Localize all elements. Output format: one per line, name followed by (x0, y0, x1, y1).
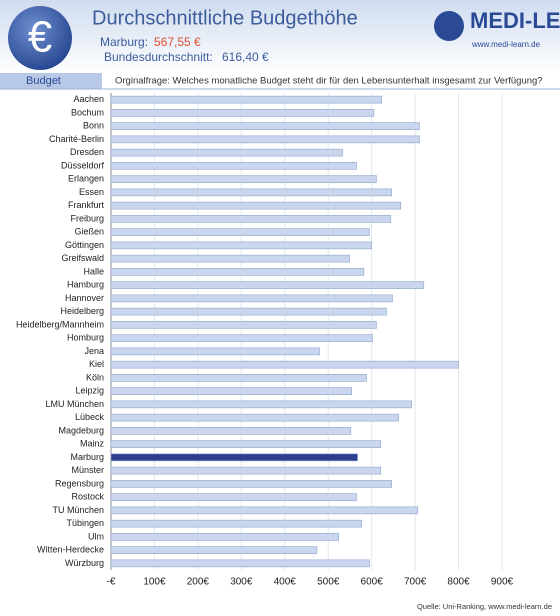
y-tick-label: Heidelberg/Mannheim (16, 319, 104, 329)
chart-title: Durchschnittliche Budgethöhe (92, 7, 358, 29)
bar (110, 307, 387, 316)
y-tick-label: Erlangen (68, 174, 104, 184)
bar (110, 175, 377, 183)
bar (110, 201, 402, 210)
bar (110, 188, 392, 197)
logo-icon (434, 11, 464, 41)
x-tick-label: 200€ (187, 577, 210, 588)
y-tick-label: Marburg (70, 452, 104, 462)
bar (110, 506, 418, 515)
y-tick-label: Bochum (71, 107, 104, 117)
bar (110, 374, 367, 382)
question: Orginalfrage: Welches monatliche Budget … (115, 76, 543, 87)
y-tick-label: Leipzig (75, 386, 104, 396)
y-tick-label: Ulm (88, 531, 104, 541)
y-tick-label: Würzburg (65, 558, 104, 568)
bar (110, 360, 459, 369)
bar (110, 493, 357, 501)
bar (110, 466, 382, 475)
bar (110, 427, 352, 435)
bar (110, 413, 399, 422)
y-tick-label: Bonn (83, 121, 104, 131)
x-tick-label: 900€ (491, 577, 514, 588)
bar (110, 400, 412, 409)
section-label: Budget (26, 75, 61, 87)
y-tick-label: Homburg (67, 333, 104, 343)
bar (110, 254, 350, 263)
y-tick-label: Rostock (71, 492, 104, 502)
bar (110, 321, 377, 329)
y-tick-label: Münster (71, 465, 104, 475)
x-tick-label: 500€ (317, 577, 340, 588)
bar (110, 559, 370, 568)
bar (110, 241, 372, 250)
y-tick-label: Kiel (89, 359, 104, 369)
y-tick-label: Regensburg (55, 478, 104, 488)
bar (110, 453, 358, 462)
x-tick-label: 300€ (230, 577, 253, 588)
bar (110, 135, 420, 144)
y-tick-label: Mainz (80, 439, 105, 449)
y-tick-label: Gießen (74, 227, 104, 237)
header-bg (0, 0, 560, 74)
x-tick-label: 400€ (274, 577, 297, 588)
bar (110, 533, 339, 541)
y-tick-label: Heidelberg (60, 306, 104, 316)
bar (110, 294, 393, 303)
source: Quelle: Uni-Ranking, www.medi-learn.de (417, 602, 552, 611)
euro-sign: € (28, 13, 52, 62)
bar (110, 440, 382, 448)
y-tick-label: Göttingen (65, 240, 104, 250)
y-tick-label: Aachen (73, 94, 104, 104)
bar (110, 122, 420, 130)
x-tick-label: 600€ (361, 577, 384, 588)
annotation-label: Marburg: (100, 35, 148, 49)
y-tick-label: Hamburg (67, 280, 104, 290)
section-band (0, 73, 102, 89)
y-tick-label: Düsseldorf (61, 160, 105, 170)
y-tick-label: Charité-Berlin (49, 134, 104, 144)
annotation-value: 616,40 € (222, 50, 269, 64)
y-tick-label: Hannover (65, 293, 104, 303)
bar (110, 519, 362, 528)
y-tick-label: Jena (84, 346, 104, 356)
y-tick-label: Dresden (70, 147, 104, 157)
y-tick-label: Greifswald (61, 253, 104, 263)
y-tick-label: Essen (79, 187, 104, 197)
y-tick-label: Köln (86, 372, 104, 382)
euro-icon (8, 6, 72, 70)
bar (110, 162, 357, 170)
y-tick-label: TU München (52, 505, 104, 515)
y-tick-label: Frankfurt (68, 200, 105, 210)
y-tick-label: Freiburg (70, 213, 104, 223)
bar (110, 281, 425, 289)
bar (110, 215, 392, 223)
x-tick-label: 700€ (404, 577, 427, 588)
x-tick-label: 800€ (447, 577, 470, 588)
y-tick-label: Magdeburg (58, 425, 104, 435)
bar (110, 387, 352, 395)
bar (110, 347, 320, 356)
x-tick-label: 100€ (143, 577, 166, 588)
bar (110, 334, 373, 342)
y-tick-label: Tübingen (66, 518, 104, 528)
bar (110, 546, 318, 554)
bar (110, 148, 343, 157)
bar (110, 95, 382, 104)
y-tick-label: LMU München (45, 399, 104, 409)
logo-url: www.medi-learn.de (471, 40, 541, 49)
bar (110, 268, 365, 276)
y-tick-label: Lübeck (75, 412, 105, 422)
y-tick-label: Halle (83, 266, 104, 276)
annotation-label: Bundesdurchschnitt: (104, 50, 213, 64)
annotation-value: 567,55 € (154, 35, 201, 49)
bar (110, 480, 392, 488)
logo: MEDI-LEARN (470, 8, 560, 33)
bar (110, 109, 375, 117)
x-tick-label: -€ (107, 577, 116, 588)
y-tick-label: Witten-Herdecke (37, 545, 104, 555)
bar (110, 228, 370, 236)
